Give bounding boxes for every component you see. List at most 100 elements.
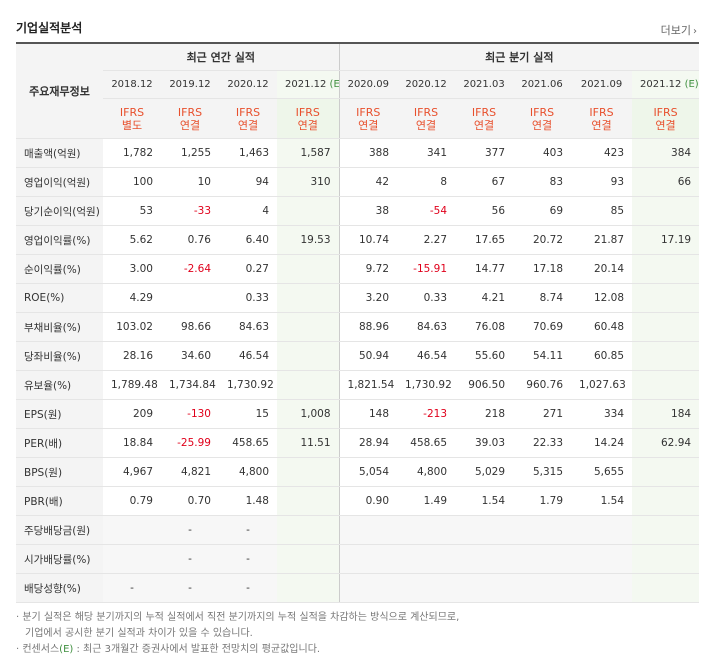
ifrs-header: IFRS 연결 <box>513 98 572 139</box>
ifrs-type: IFRS <box>413 105 439 119</box>
footnote-2-text: : 최근 3개월간 증권사에서 발표한 전망치의 평균값입니다. <box>76 644 321 655</box>
table-cell: -25.99 <box>161 428 219 458</box>
period-header: 2021.09 <box>571 70 633 99</box>
table-cell: 5,054 <box>338 457 398 487</box>
table-cell: 0.33 <box>219 283 277 313</box>
row-label: 순이익률(%) <box>16 254 103 284</box>
table-row: 영업이익(억원) 100 10 94 310 42 8 67 83 93 66 <box>16 167 700 197</box>
table-cell <box>277 515 340 545</box>
table-cell <box>632 312 700 342</box>
header-group-row: 주요재무정보 최근 연간 실적 최근 분기 실적 <box>16 43 700 139</box>
table-row: 배당성향(%) - - - <box>16 573 700 603</box>
table-cell: 17.65 <box>455 225 514 255</box>
period-label: 2021.03 <box>463 79 505 90</box>
table-cell: 9.72 <box>338 254 398 284</box>
ifrs-scope: 별도 <box>121 118 143 132</box>
ifrs-type: IFRS <box>356 105 381 119</box>
period-label: 2020.12 <box>227 79 269 90</box>
table-cell <box>571 544 633 574</box>
table-cell: 1,730.92 <box>397 370 456 400</box>
table-cell: 14.24 <box>571 428 633 458</box>
table-cell: 39.03 <box>455 428 514 458</box>
table-cell: 4,967 <box>103 457 161 487</box>
period-header: 2021.12 (E) <box>277 70 340 99</box>
table-cell: 2.27 <box>397 225 456 255</box>
table-cell: 103.02 <box>103 312 161 342</box>
ifrs-scope: 연결 <box>531 118 553 132</box>
table-cell: 0.76 <box>161 225 219 255</box>
table-cell: 1.48 <box>219 486 277 516</box>
ifrs-header: IFRS 연결 <box>397 98 456 139</box>
table-cell: 458.65 <box>397 428 456 458</box>
table-cell: 28.94 <box>338 428 398 458</box>
table-cell <box>277 254 340 284</box>
table-cell <box>277 196 340 226</box>
table-cell: 10 <box>161 167 219 197</box>
row-label: 주당배당금(원) <box>16 515 103 545</box>
table-cell: 310 <box>277 167 340 197</box>
table-cell: 1.49 <box>397 486 456 516</box>
period-label: 2021.09 <box>580 79 623 90</box>
period-label: 2019.12 <box>169 79 211 90</box>
table-cell: - <box>103 573 161 603</box>
group-annual-label: 최근 연간 실적 <box>103 43 340 71</box>
table-cell: 0.70 <box>161 486 219 516</box>
table-row: 부채비율(%) 103.02 98.66 84.63 88.96 84.63 76.08 70… <box>16 312 700 342</box>
ifrs-row: IFRS 별도 IFRS 연결 IFRS 연결 IFRS 연결 IFRS 연결 IFRS 연결 IFRS… <box>16 98 700 139</box>
more-link[interactable]: 더보기 › <box>661 22 697 38</box>
table-cell: 42 <box>338 167 398 197</box>
table-row: 영업이익률(%) 5.62 0.76 6.40 19.53 10.74 2.27 17.65 2… <box>16 225 700 255</box>
table-cell: 4,800 <box>219 457 277 487</box>
row-label: 당좌비율(%) <box>16 341 103 371</box>
ifrs-type: IFRS <box>471 105 497 119</box>
ifrs-type: IFRS <box>235 105 261 119</box>
period-label: 2020.09 <box>347 79 389 90</box>
period-header: 2020.12 <box>397 70 456 99</box>
table-cell: 4,821 <box>161 457 219 487</box>
table-cell <box>277 544 340 574</box>
table-cell: 4.21 <box>455 283 514 313</box>
table-cell: 1,789.48 <box>103 370 161 400</box>
table-cell: -15.91 <box>397 254 456 284</box>
table-cell: 76.08 <box>455 312 514 342</box>
table-cell: 53 <box>103 196 161 226</box>
table-cell <box>455 573 514 603</box>
table-cell: 83 <box>513 167 572 197</box>
table-cell: - <box>161 573 219 603</box>
table-cell <box>397 544 456 574</box>
table-cell <box>632 544 700 574</box>
period-label: 2020.12 <box>405 79 447 90</box>
row-label: PER(배) <box>16 428 103 458</box>
table-cell: 1,463 <box>219 138 277 168</box>
table-cell: 50.94 <box>338 341 398 371</box>
table-cell <box>338 515 398 545</box>
table-cell: 1,782 <box>103 138 161 168</box>
table-cell: 67 <box>455 167 514 197</box>
table-cell: 5,029 <box>455 457 514 487</box>
period-header: 2021.06 <box>513 70 572 99</box>
table-cell: 62.94 <box>632 428 700 458</box>
table-cell: 1,027.63 <box>571 370 633 400</box>
period-label: 2018.12 <box>111 79 153 90</box>
table-cell <box>455 515 514 545</box>
table-cell: 334 <box>571 399 633 429</box>
table-cell: 906.50 <box>455 370 514 400</box>
table-cell: 458.65 <box>219 428 277 458</box>
table-cell: 1,730.92 <box>219 370 277 400</box>
ifrs-header: IFRS 연결 <box>571 98 633 139</box>
ifrs-header: IFRS 연결 <box>161 98 219 139</box>
table-row: 시가배당률(%) - - <box>16 544 700 574</box>
table-cell <box>632 254 700 284</box>
table-row: 당좌비율(%) 28.16 34.60 46.54 50.94 46.54 55.60 54.… <box>16 341 700 371</box>
table-cell <box>632 573 700 603</box>
ifrs-scope: 연결 <box>179 118 201 132</box>
table-cell: -213 <box>397 399 456 429</box>
table-cell: 20.72 <box>513 225 572 255</box>
footnote-2: · 컨센서스(E) : 최근 3개월간 증권사에서 발표한 전망치의 평균값입니… <box>16 642 459 658</box>
table-cell: 8.74 <box>513 283 572 313</box>
table-cell <box>455 544 514 574</box>
table-cell: 1,255 <box>161 138 219 168</box>
table-cell: - <box>219 573 277 603</box>
row-header-label: 주요재무정보 <box>16 43 103 139</box>
table-cell: 209 <box>103 399 161 429</box>
